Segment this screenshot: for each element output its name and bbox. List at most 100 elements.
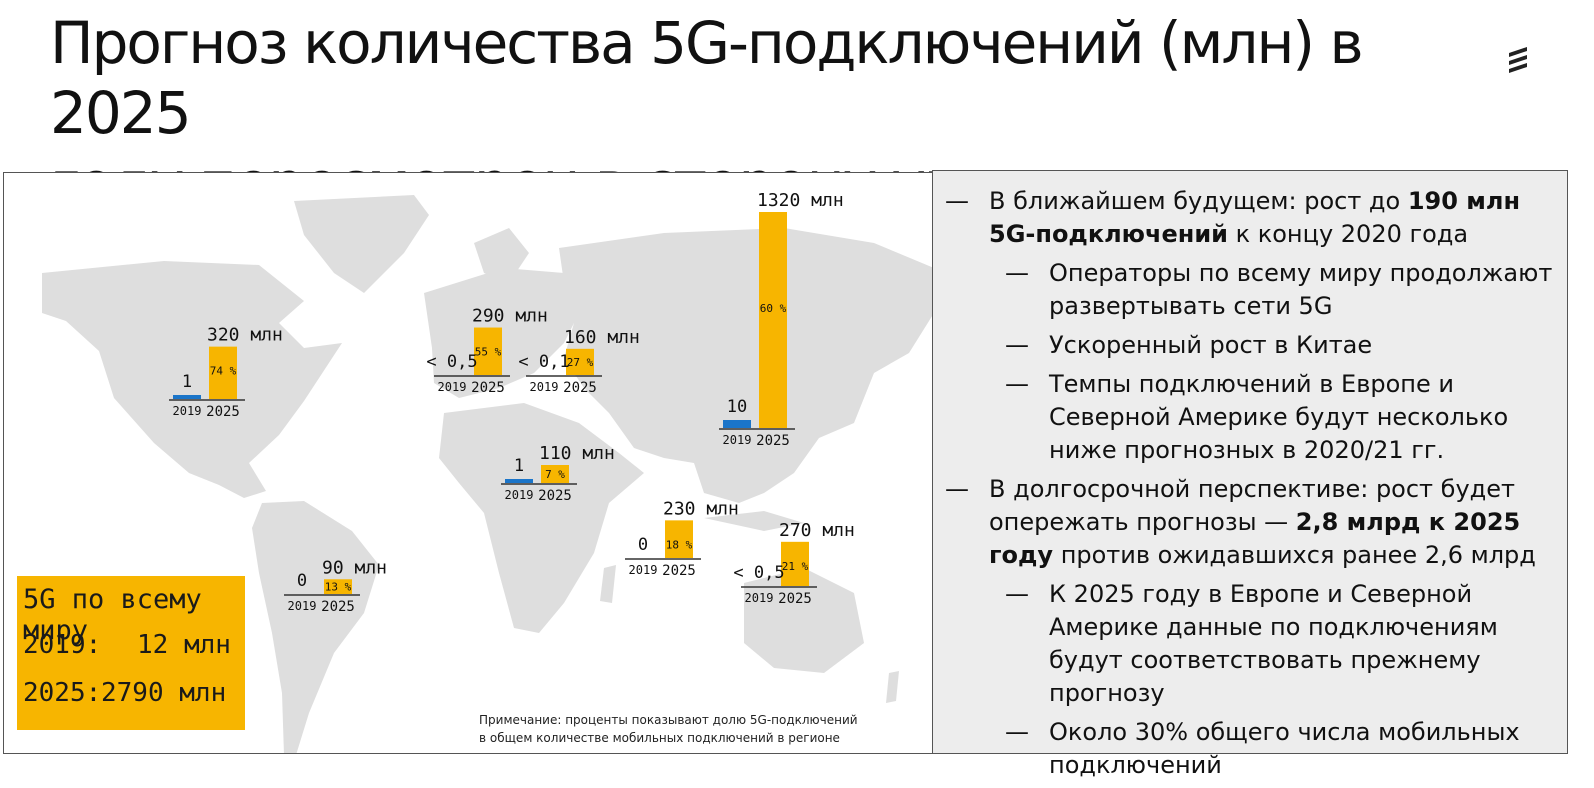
share-label: 27 %: [567, 356, 594, 369]
bullet-dash: —: [1005, 370, 1029, 398]
value-label-2025: 110 млн: [539, 443, 615, 464]
share-label: 13 %: [325, 581, 352, 594]
share-label: 60 %: [760, 302, 787, 315]
north-america-shape: [42, 261, 342, 498]
share-label: 21 %: [782, 560, 809, 573]
bar-2025: [324, 579, 352, 594]
tick-label-2025: 2025: [538, 488, 572, 504]
tick-label-2025: 2025: [662, 563, 696, 579]
bullet-long-term-bold: 2,8 млрд к 2025 году: [989, 508, 1521, 569]
world-map-chart: 2019 2025 1 320 млн 74 % 2019 2025 0 90 млн 13 % 2…: [42, 190, 934, 753]
regional-bar-charts: 2019 2025 1 320 млн 74 % 2019 2025 0 90 млн 13 % 2…: [169, 190, 855, 615]
sub-bullet-2025-forecast-text: К 2025 году в Европе и Северной Америке …: [1049, 580, 1498, 707]
scandinavia-shape: [474, 228, 529, 283]
summary-value-2025: 2790 млн: [101, 678, 227, 708]
value-label-2025: 270 млн: [779, 520, 855, 541]
value-label-2019: 0: [638, 535, 648, 555]
bullet-dash: —: [1005, 580, 1029, 608]
asia-shape: [559, 228, 934, 503]
value-label-2025: 290 млн: [472, 306, 548, 327]
world-map-background: [42, 195, 934, 753]
tick-label-2019: 2019: [288, 599, 317, 613]
bullet-short-term-bold: 190 млн 5G-подключений: [989, 187, 1521, 248]
tick-label-2019: 2019: [505, 488, 534, 502]
bar-2025: [759, 212, 787, 428]
tick-label-2025: 2025: [321, 599, 355, 615]
bullet-dash: —: [945, 187, 969, 215]
africa-shape: [439, 403, 644, 633]
bar-2025: [665, 520, 693, 558]
tick-label-2019: 2019: [723, 433, 752, 447]
sub-bullet-china-text: Ускоренный рост в Китае: [1049, 331, 1373, 359]
title-line-1: Прогноз количества 5G-подключений (млн) …: [50, 9, 1364, 147]
bar-2019: [173, 395, 201, 399]
sub-bullet-share: — Около 30% общего числа мобильных подкл…: [945, 716, 1565, 782]
bullet-long-term-text: В долгосрочной перспективе: рост будет о…: [989, 475, 1516, 536]
bar-2025: [541, 465, 569, 483]
bullet-long-term-tail: против ожидавшихся ранее 2,6 млрд: [1053, 541, 1536, 569]
madagascar-shape: [600, 565, 616, 603]
footnote-line-2: в общем количестве мобильных подключений…: [479, 731, 840, 745]
bullet-long-term: — В долгосрочной перспективе: рост будет…: [945, 473, 1565, 572]
sub-bullet-2025-forecast: — К 2025 году в Европе и Северной Америк…: [945, 578, 1565, 710]
tick-label-2025: 2025: [206, 404, 240, 420]
sub-bullet-china: — Ускоренный рост в Китае: [945, 329, 1565, 362]
value-label-2019: < 0,1: [518, 352, 569, 372]
australia-shape: [744, 568, 864, 673]
ericsson-logo-icon: [1509, 47, 1527, 73]
bullet-dash: —: [945, 475, 969, 503]
value-label-2025: 230 млн: [663, 498, 739, 519]
tick-label-2019: 2019: [173, 404, 202, 418]
summary-year-2025: 2025:: [23, 678, 102, 708]
tick-label-2025: 2025: [756, 433, 790, 449]
bullet-short-term-text: В ближайшем будущем: рост до: [989, 187, 1408, 215]
bullet-dash: —: [1005, 331, 1029, 359]
bullet-short-term-tail: к концу 2020 года: [1227, 220, 1469, 248]
value-label-2025: 160 млн: [564, 327, 640, 348]
share-label: 55 %: [475, 346, 502, 359]
tick-label-2025: 2025: [778, 591, 812, 607]
new-zealand-shape: [886, 671, 899, 703]
summary-value-2019: 12 млн: [137, 630, 231, 660]
south-america-shape: [252, 501, 379, 753]
bullet-dash: —: [1005, 259, 1029, 287]
value-label-2025: 90 млн: [322, 557, 387, 578]
sub-bullet-share-text: Около 30% общего числа мобильных подключ…: [1049, 718, 1520, 779]
sub-bullet-operators-text: Операторы по всему миру продолжают разве…: [1049, 259, 1553, 320]
value-label-2019: < 0,5: [733, 563, 784, 583]
bar-2025: [209, 346, 237, 399]
tick-label-2019: 2019: [530, 380, 559, 394]
value-label-2019: 1: [182, 372, 192, 392]
footnote: Примечание: проценты показывают долю 5G-…: [479, 711, 899, 747]
value-label-2019: < 0,5: [426, 352, 477, 372]
tick-label-2019: 2019: [629, 563, 658, 577]
value-label-2025: 320 млн: [207, 325, 283, 346]
bar-2025: [474, 327, 502, 375]
sub-bullet-europe-na-text: Темпы подключений в Европе и Северной Ам…: [1049, 370, 1509, 464]
tick-label-2025: 2025: [471, 380, 505, 396]
map-panel: 2019 2025 1 320 млн 74 % 2019 2025 0 90 млн 13 % 2…: [3, 172, 935, 754]
value-label-2019: 10: [727, 397, 747, 417]
commentary-panel: — В ближайшем будущем: рост до 190 млн 5…: [932, 170, 1568, 779]
bullet-dash: —: [1005, 718, 1029, 746]
tick-label-2019: 2019: [438, 380, 467, 394]
sub-bullet-operators: — Операторы по всему миру продолжают раз…: [945, 257, 1565, 323]
bullet-list: — В ближайшем будущем: рост до 190 млн 5…: [945, 185, 1565, 788]
bullet-short-term: — В ближайшем будущем: рост до 190 млн 5…: [945, 185, 1565, 251]
sub-bullet-europe-na: — Темпы подключений в Европе и Северной …: [945, 368, 1565, 467]
summary-heading: 5G по всему миру: [23, 584, 202, 646]
summary-year-2019: 2019:: [23, 630, 102, 660]
bar-2019: [723, 420, 751, 428]
value-label-2019: 0: [297, 571, 307, 591]
bar-2025: [566, 348, 594, 375]
share-label: 74 %: [210, 365, 237, 378]
tick-label-2019: 2019: [745, 591, 774, 605]
value-label-2019: 1: [514, 456, 524, 476]
share-label: 18 %: [666, 538, 693, 551]
bar-2025: [781, 541, 809, 586]
footnote-line-1: Примечание: проценты показывают долю 5G-…: [479, 713, 858, 727]
worldwide-summary-box: 5G по всему миру 2019: 12 млн 2025: 2790…: [17, 576, 245, 730]
share-label: 7 %: [545, 468, 565, 481]
bar-2019: [505, 479, 533, 483]
tick-label-2025: 2025: [563, 380, 597, 396]
